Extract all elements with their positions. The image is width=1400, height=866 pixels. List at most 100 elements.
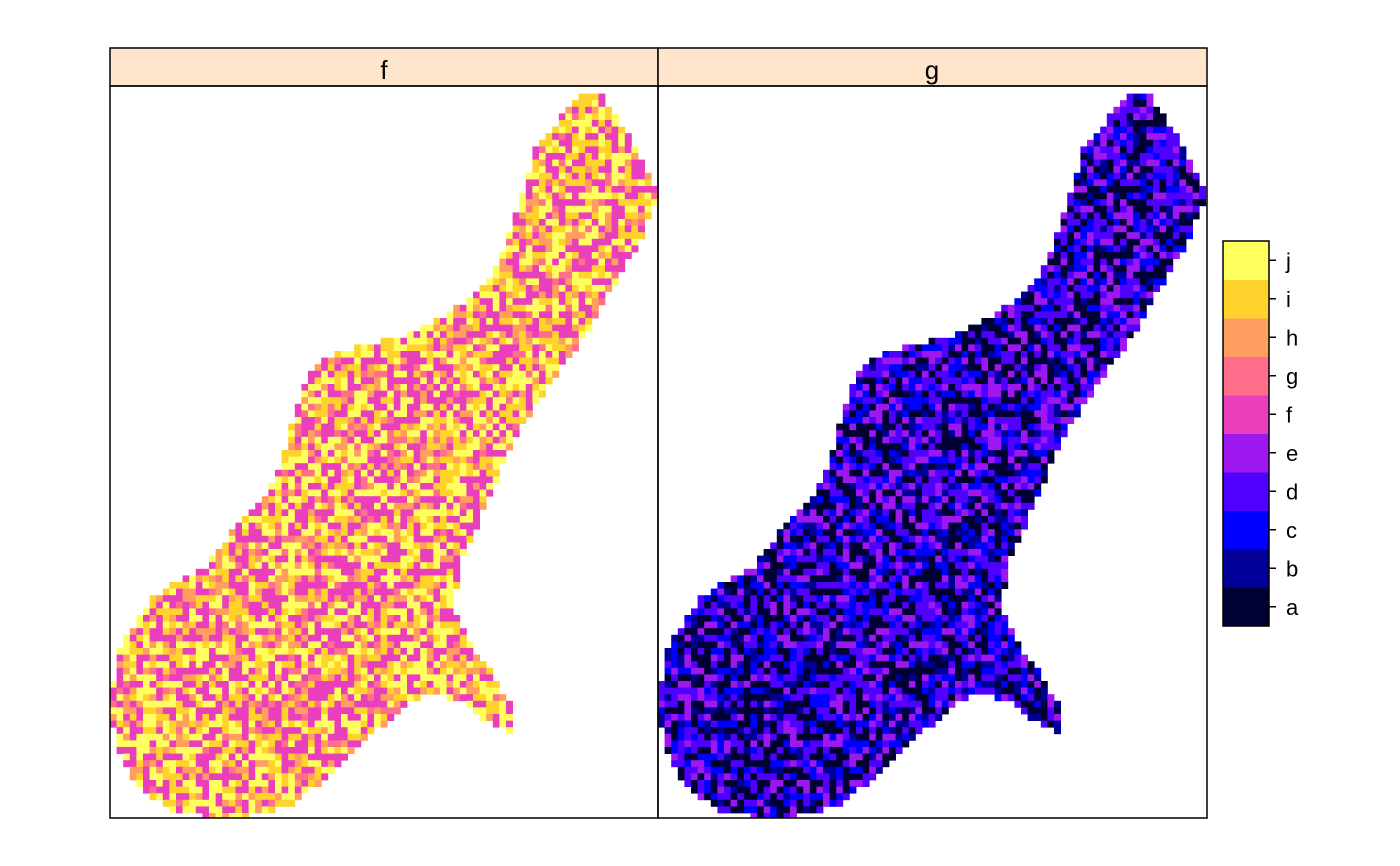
raster-cell xyxy=(1106,133,1114,141)
raster-cell xyxy=(585,245,593,253)
raster-cell xyxy=(446,324,454,332)
raster-cell xyxy=(1087,205,1094,213)
raster-cell xyxy=(1021,423,1028,431)
raster-cell xyxy=(994,318,1002,325)
raster-cell xyxy=(341,529,348,537)
raster-cell xyxy=(162,714,170,721)
raster-cell xyxy=(367,423,375,431)
raster-cell xyxy=(360,542,368,550)
raster-cell xyxy=(314,727,322,735)
raster-cell xyxy=(275,529,282,537)
raster-cell xyxy=(440,542,447,550)
raster-cell xyxy=(941,384,949,391)
raster-cell xyxy=(915,423,923,431)
raster-cell xyxy=(1060,397,1068,405)
raster-cell xyxy=(605,172,612,180)
raster-cell xyxy=(169,720,177,728)
raster-cell xyxy=(591,265,599,273)
raster-cell xyxy=(492,430,500,438)
raster-cell xyxy=(209,568,216,576)
raster-cell xyxy=(585,318,593,325)
raster-cell xyxy=(162,681,170,688)
raster-cell xyxy=(618,179,626,187)
raster-cell xyxy=(156,628,164,636)
raster-cell xyxy=(525,397,533,405)
raster-cell xyxy=(136,667,144,675)
raster-cell xyxy=(856,384,863,391)
raster-cell xyxy=(539,344,546,352)
raster-cell xyxy=(308,648,315,655)
raster-cell xyxy=(1067,324,1075,332)
raster-cell xyxy=(420,463,428,471)
raster-cell xyxy=(242,667,249,675)
raster-cell xyxy=(935,337,943,345)
raster-cell xyxy=(856,390,863,398)
raster-cell xyxy=(400,502,408,510)
raster-cell xyxy=(195,641,203,649)
raster-cell xyxy=(341,502,348,510)
raster-cell xyxy=(222,681,230,688)
raster-cell xyxy=(446,483,454,490)
raster-cell xyxy=(334,747,342,754)
raster-cell xyxy=(1007,476,1015,484)
raster-cell xyxy=(578,166,586,174)
raster-cell xyxy=(446,687,454,695)
raster-cell xyxy=(506,318,513,325)
raster-cell xyxy=(1034,423,1042,431)
raster-cell xyxy=(393,489,401,497)
raster-cell xyxy=(994,390,1002,398)
raster-cell xyxy=(314,535,322,543)
raster-cell xyxy=(189,582,197,589)
raster-cell xyxy=(1001,337,1009,345)
raster-cell xyxy=(1014,364,1022,372)
raster-cell xyxy=(129,747,137,754)
raster-cell xyxy=(380,502,388,510)
raster-cell xyxy=(1001,377,1009,385)
raster-cell xyxy=(961,443,969,451)
raster-cell xyxy=(446,509,454,517)
raster-cell xyxy=(1146,159,1154,167)
raster-cell xyxy=(1100,139,1108,147)
raster-cell xyxy=(624,199,632,207)
raster-cell xyxy=(598,126,606,134)
raster-cell xyxy=(314,687,322,695)
raster-cell xyxy=(869,463,877,471)
raster-cell xyxy=(162,793,170,801)
raster-cell xyxy=(459,549,467,556)
raster-cell xyxy=(605,159,612,167)
raster-cell xyxy=(935,423,943,431)
raster-cell xyxy=(565,153,573,160)
raster-cell xyxy=(374,397,381,405)
raster-cell xyxy=(869,357,877,365)
raster-cell xyxy=(856,483,863,490)
raster-cell xyxy=(611,258,619,266)
raster-cell xyxy=(301,384,309,391)
raster-cell xyxy=(611,212,619,220)
raster-cell xyxy=(1139,278,1147,286)
raster-cell xyxy=(1054,252,1061,259)
raster-cell xyxy=(393,469,401,477)
raster-cell xyxy=(176,806,183,814)
raster-cell xyxy=(506,232,513,240)
raster-cell xyxy=(1106,265,1114,273)
raster-cell xyxy=(380,681,388,688)
raster-cell xyxy=(453,344,461,352)
raster-cell xyxy=(314,496,322,504)
raster-cell xyxy=(367,582,375,589)
raster-cell xyxy=(242,516,249,523)
raster-cell xyxy=(453,318,461,325)
raster-cell xyxy=(955,357,962,365)
raster-cell xyxy=(407,601,414,609)
raster-cell xyxy=(545,219,553,226)
raster-cell xyxy=(473,410,480,418)
raster-cell xyxy=(525,390,533,398)
raster-cell xyxy=(248,601,256,609)
raster-cell xyxy=(327,509,335,517)
raster-cell xyxy=(341,403,348,411)
raster-cell xyxy=(928,351,936,358)
raster-cell xyxy=(420,555,428,563)
raster-cell xyxy=(268,601,276,609)
raster-cell xyxy=(446,384,454,391)
raster-cell xyxy=(222,654,230,662)
raster-cell xyxy=(354,575,362,583)
